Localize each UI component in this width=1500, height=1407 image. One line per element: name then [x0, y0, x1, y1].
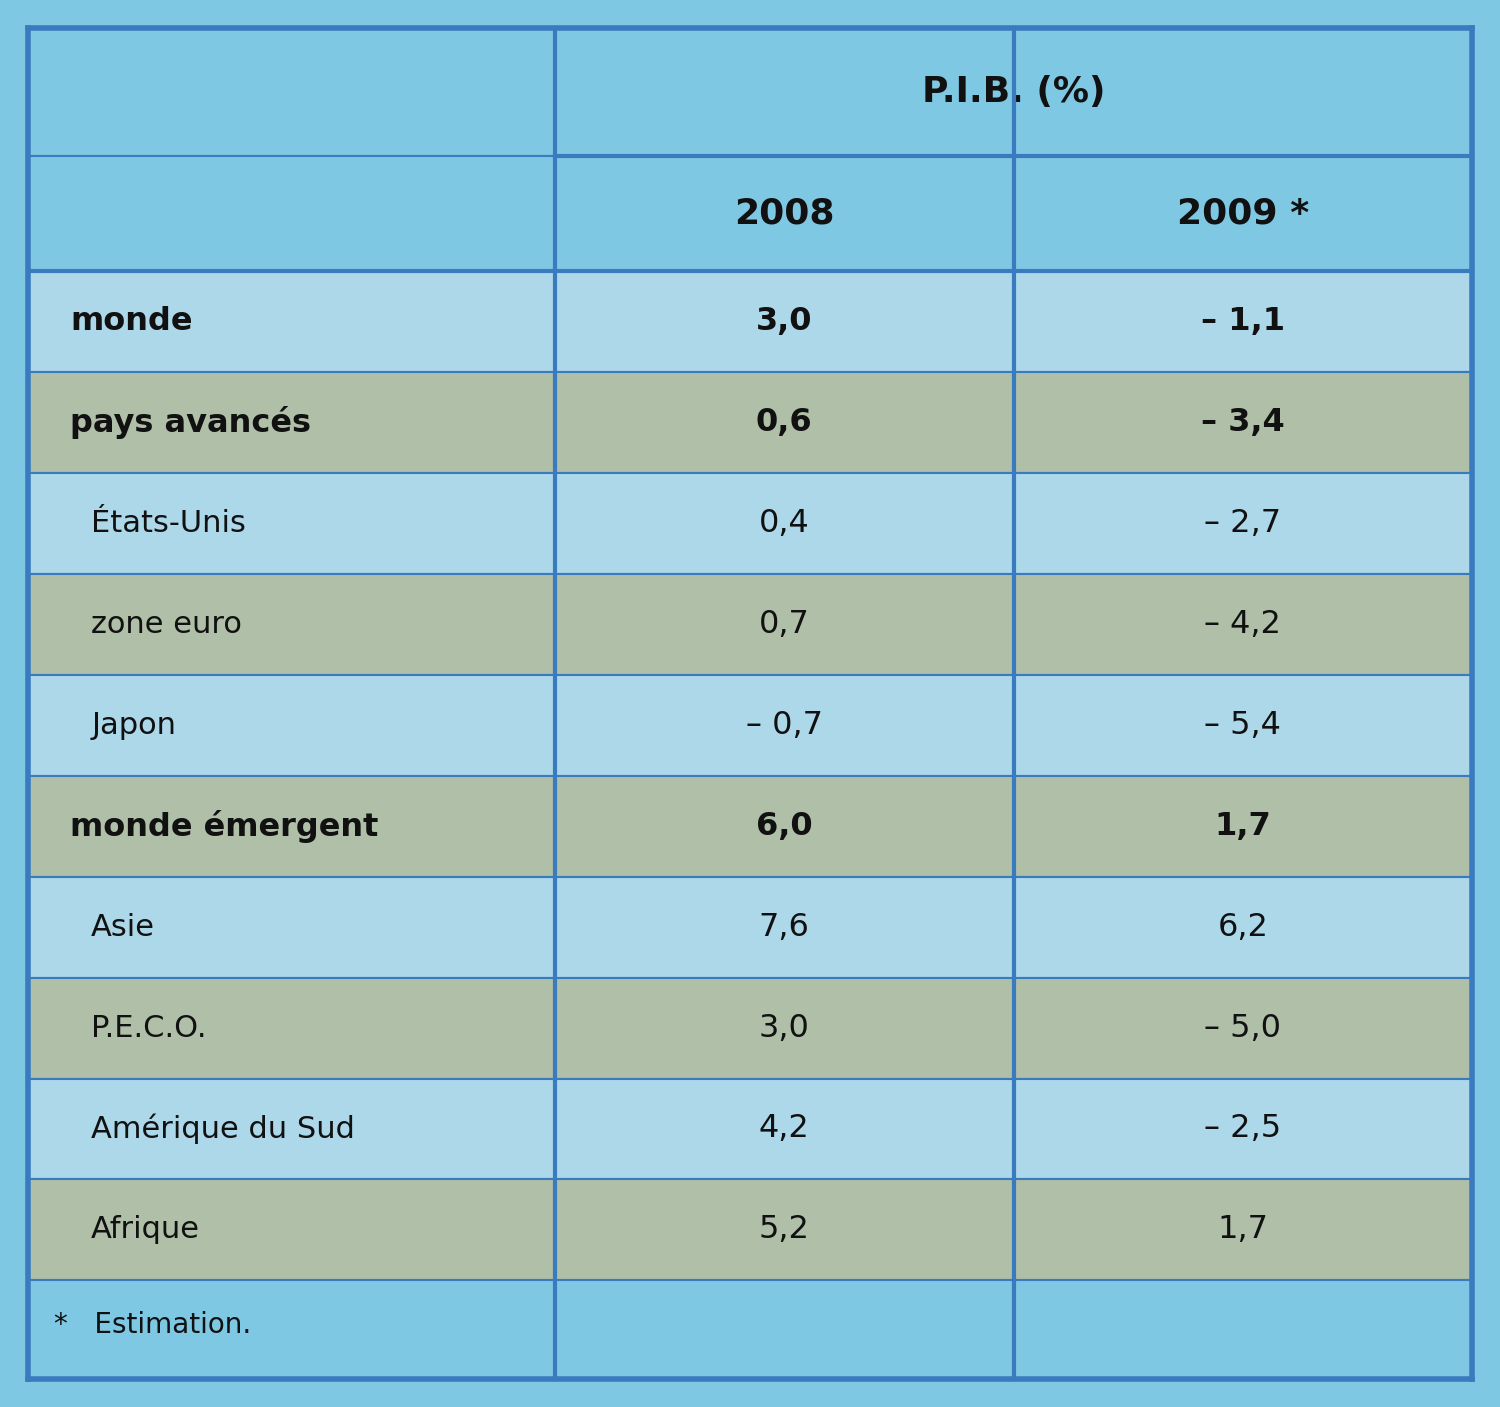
Text: 1,7: 1,7	[1215, 810, 1270, 841]
Text: 6,0: 6,0	[756, 810, 813, 841]
Bar	[28, 28, 555, 156]
Text: 1,7: 1,7	[1218, 1214, 1269, 1245]
Text: 2008: 2008	[734, 197, 834, 231]
Bar	[28, 156, 555, 272]
Bar	[1014, 156, 1472, 272]
Text: – 1,1: – 1,1	[1200, 307, 1286, 338]
Bar	[28, 978, 555, 1079]
Text: zone euro: zone euro	[92, 609, 242, 639]
Bar	[1014, 1179, 1472, 1280]
Text: – 3,4: – 3,4	[1202, 407, 1284, 438]
Text: Afrique: Afrique	[92, 1216, 200, 1244]
Text: monde émergent: monde émergent	[70, 810, 378, 843]
Text: – 0,7: – 0,7	[746, 709, 824, 741]
Text: – 5,4: – 5,4	[1204, 709, 1281, 741]
Bar	[1014, 473, 1472, 574]
Bar	[1014, 1079, 1472, 1179]
Bar	[28, 371, 555, 473]
Text: P.E.C.O.: P.E.C.O.	[92, 1013, 207, 1043]
Text: pays avancés: pays avancés	[70, 407, 310, 439]
Text: 4,2: 4,2	[759, 1113, 810, 1144]
Text: – 4,2: – 4,2	[1204, 609, 1281, 640]
Text: – 5,0: – 5,0	[1204, 1013, 1281, 1044]
Bar	[555, 371, 1014, 473]
Bar	[1014, 371, 1472, 473]
Bar	[28, 1079, 555, 1179]
Text: – 2,5: – 2,5	[1204, 1113, 1281, 1144]
Bar	[1014, 775, 1472, 877]
Bar	[1014, 675, 1472, 775]
Bar	[555, 877, 1014, 978]
Text: – 2,7: – 2,7	[1204, 508, 1281, 539]
Bar	[555, 28, 1472, 156]
Text: P.I.B. (%): P.I.B. (%)	[922, 75, 1106, 110]
Text: 5,2: 5,2	[759, 1214, 810, 1245]
Bar	[555, 1079, 1014, 1179]
Bar	[555, 272, 1014, 371]
Bar	[1014, 978, 1472, 1079]
Bar	[555, 978, 1014, 1079]
Bar	[555, 473, 1014, 574]
Text: 3,0: 3,0	[756, 307, 813, 338]
Bar	[555, 1179, 1014, 1280]
Bar	[555, 775, 1014, 877]
Text: États-Unis: États-Unis	[92, 509, 246, 537]
Bar	[28, 877, 555, 978]
Bar	[1014, 574, 1472, 675]
Text: *   Estimation.: * Estimation.	[54, 1311, 252, 1338]
Text: 0,7: 0,7	[759, 609, 810, 640]
Bar	[1014, 877, 1472, 978]
Text: 3,0: 3,0	[759, 1013, 810, 1044]
Bar	[28, 1280, 1472, 1379]
Bar	[555, 156, 1014, 272]
Bar	[28, 675, 555, 775]
Bar	[1014, 272, 1472, 371]
Text: 2009 *: 2009 *	[1176, 197, 1310, 231]
Bar	[28, 272, 555, 371]
Text: Amérique du Sud: Amérique du Sud	[92, 1114, 356, 1144]
Bar	[555, 675, 1014, 775]
Bar	[28, 775, 555, 877]
Bar	[28, 1179, 555, 1280]
Text: Japon: Japon	[92, 711, 176, 740]
Text: 0,6: 0,6	[756, 407, 813, 438]
Bar	[28, 473, 555, 574]
Bar	[555, 574, 1014, 675]
Text: 0,4: 0,4	[759, 508, 810, 539]
Text: 7,6: 7,6	[759, 912, 810, 943]
Text: Asie: Asie	[92, 913, 154, 941]
Text: 6,2: 6,2	[1218, 912, 1269, 943]
Bar	[28, 574, 555, 675]
Text: monde: monde	[70, 307, 192, 338]
